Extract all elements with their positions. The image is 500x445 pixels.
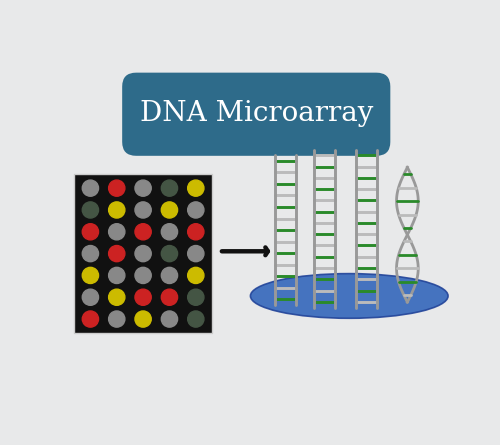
Circle shape	[188, 202, 204, 218]
Circle shape	[188, 180, 204, 196]
Circle shape	[108, 224, 125, 240]
Circle shape	[162, 202, 178, 218]
Circle shape	[188, 289, 204, 305]
Circle shape	[108, 202, 125, 218]
Circle shape	[108, 311, 125, 327]
Circle shape	[188, 246, 204, 262]
Circle shape	[162, 224, 178, 240]
Circle shape	[162, 311, 178, 327]
Circle shape	[188, 224, 204, 240]
Circle shape	[135, 267, 151, 283]
Circle shape	[82, 246, 98, 262]
Circle shape	[135, 224, 151, 240]
Circle shape	[82, 224, 98, 240]
Circle shape	[82, 180, 98, 196]
Circle shape	[135, 180, 151, 196]
Circle shape	[108, 267, 125, 283]
FancyBboxPatch shape	[74, 174, 212, 333]
Circle shape	[82, 311, 98, 327]
Circle shape	[188, 267, 204, 283]
Text: DNA Microarray: DNA Microarray	[140, 100, 373, 127]
Circle shape	[108, 289, 125, 305]
Circle shape	[135, 289, 151, 305]
Circle shape	[82, 289, 98, 305]
Circle shape	[82, 267, 98, 283]
Circle shape	[82, 202, 98, 218]
Circle shape	[135, 246, 151, 262]
Circle shape	[162, 246, 178, 262]
Ellipse shape	[250, 274, 448, 318]
Circle shape	[162, 180, 178, 196]
Circle shape	[108, 180, 125, 196]
Circle shape	[162, 289, 178, 305]
Circle shape	[135, 311, 151, 327]
Circle shape	[135, 202, 151, 218]
FancyBboxPatch shape	[122, 73, 390, 156]
Circle shape	[162, 267, 178, 283]
Circle shape	[108, 246, 125, 262]
Circle shape	[188, 311, 204, 327]
